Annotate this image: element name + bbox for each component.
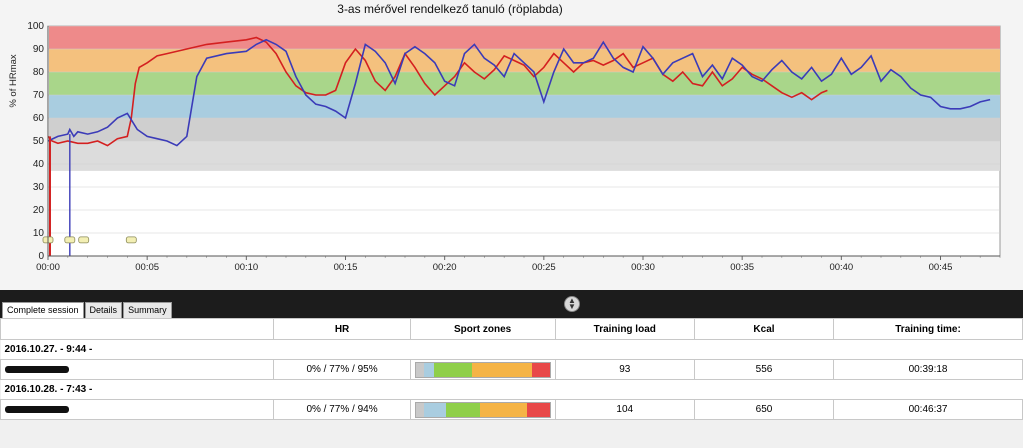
y-axis-label: % of HRmax: [8, 54, 19, 108]
y-tick-label: 100: [27, 21, 44, 32]
x-tick-label: 00:20: [433, 262, 457, 273]
zone-segment: [532, 362, 550, 377]
lap-marker: [125, 236, 137, 244]
sport-zones-bar: [414, 401, 551, 418]
zones-cell: [409, 399, 556, 420]
training-time-cell: 00:46:37: [833, 399, 1023, 420]
sessions-table: HR Sport zones Training load Kcal Traini…: [0, 318, 1023, 420]
hr-zone-band: [49, 26, 1000, 49]
redacted-name: [0, 359, 275, 380]
redaction-bar: [5, 365, 69, 373]
y-tick-label: 90: [33, 44, 45, 55]
redacted-name: [0, 399, 275, 420]
tab-summary[interactable]: Summary: [123, 302, 172, 319]
zone-segment: [446, 402, 480, 417]
header-training-load[interactable]: Training load: [554, 318, 695, 340]
sessions-grid: HR Sport zones Training load Kcal Traini…: [0, 318, 1023, 448]
tab-complete-session[interactable]: Complete session: [2, 302, 84, 321]
x-tick-label: 00:30: [631, 262, 655, 273]
hr-zone-band: [49, 72, 1000, 95]
session-date-row[interactable]: 2016.10.27. - 9:44 -: [0, 339, 1023, 360]
hr-zone-band: [49, 95, 1000, 118]
splitter-handle-icon[interactable]: ▲ ▼: [564, 296, 580, 312]
table-header-row: HR Sport zones Training load Kcal Traini…: [0, 318, 1023, 340]
y-tick-label: 60: [33, 113, 45, 124]
x-tick-label: 00:45: [929, 262, 953, 273]
hr-zone-band: [49, 118, 1000, 141]
chart-area: 0 10 20 30 40 50 60 70 80 90 100 00:00 00:05 00:10 00:…: [0, 0, 1023, 290]
session-date: 2016.10.27. - 9:44 -: [0, 339, 1023, 360]
y-tick-label: 20: [33, 205, 45, 216]
y-tick-label: 50: [33, 136, 45, 147]
lap-marker: [64, 236, 76, 244]
hr-series-line-1: [47, 36, 828, 147]
y-tick-label: 70: [33, 90, 45, 101]
zone-segment: [434, 362, 472, 377]
kcal-cell: 556: [693, 359, 835, 380]
zone-segment: [423, 362, 435, 377]
y-tick-label: 0: [38, 251, 44, 262]
header-training-time[interactable]: Training time:: [833, 318, 1023, 340]
header-hr[interactable]: HR: [273, 318, 411, 340]
redaction-bar: [5, 405, 69, 413]
y-tick-label: 40: [33, 159, 45, 170]
training-load-cell: 104: [554, 399, 695, 420]
header-sport-zones[interactable]: Sport zones: [409, 318, 556, 340]
x-tick-label: 00:00: [36, 262, 60, 273]
lap-marker: [78, 236, 90, 244]
table-row[interactable]: 0% / 77% / 94% 104 650 00:46:37: [0, 399, 1023, 420]
tab-bar: Complete session Details Summary: [2, 302, 173, 321]
hr-zone-band: [49, 49, 1000, 72]
zone-segment: [471, 362, 533, 377]
x-tick-label: 00:05: [135, 262, 159, 273]
hr-cell: 0% / 77% / 94%: [273, 399, 411, 420]
training-load-cell: 93: [554, 359, 695, 380]
table-row[interactable]: 0% / 77% / 95% 93 556 00:39:18: [0, 359, 1023, 380]
x-tick-label: 00:10: [234, 262, 258, 273]
zone-segment: [415, 362, 424, 377]
hr-chart: 0 10 20 30 40 50 60 70 80 90 100 00:00 00:05 00:10 00:…: [8, 21, 1001, 273]
zone-segment: [423, 402, 447, 417]
zone-segment: [415, 402, 424, 417]
zones-cell: [409, 359, 556, 380]
y-tick-label: 30: [33, 182, 45, 193]
x-tick-label: 00:35: [730, 262, 754, 273]
sport-zones-bar: [414, 361, 551, 378]
hr-series-line-2: [47, 38, 991, 147]
x-tick-label: 00:15: [334, 262, 358, 273]
x-tick-label: 00:25: [532, 262, 556, 273]
chart-title: 3-as mérővel rendelkező tanuló (röplabda…: [337, 2, 563, 16]
session-date-row[interactable]: 2016.10.28. - 7:43 -: [0, 379, 1023, 400]
header-kcal[interactable]: Kcal: [693, 318, 835, 340]
tab-details[interactable]: Details: [84, 302, 123, 319]
session-date: 2016.10.28. - 7:43 -: [0, 379, 1023, 400]
x-tick-label: 00:40: [829, 262, 853, 273]
hr-cell: 0% / 77% / 95%: [273, 359, 411, 380]
training-time-cell: 00:39:18: [833, 359, 1023, 380]
y-tick-label: 10: [33, 228, 45, 239]
zone-segment: [526, 402, 550, 417]
hr-zone-band: [49, 141, 1000, 171]
header-empty: [0, 318, 275, 340]
kcal-cell: 650: [693, 399, 835, 420]
zone-segment: [479, 402, 527, 417]
y-tick-label: 80: [33, 67, 45, 78]
